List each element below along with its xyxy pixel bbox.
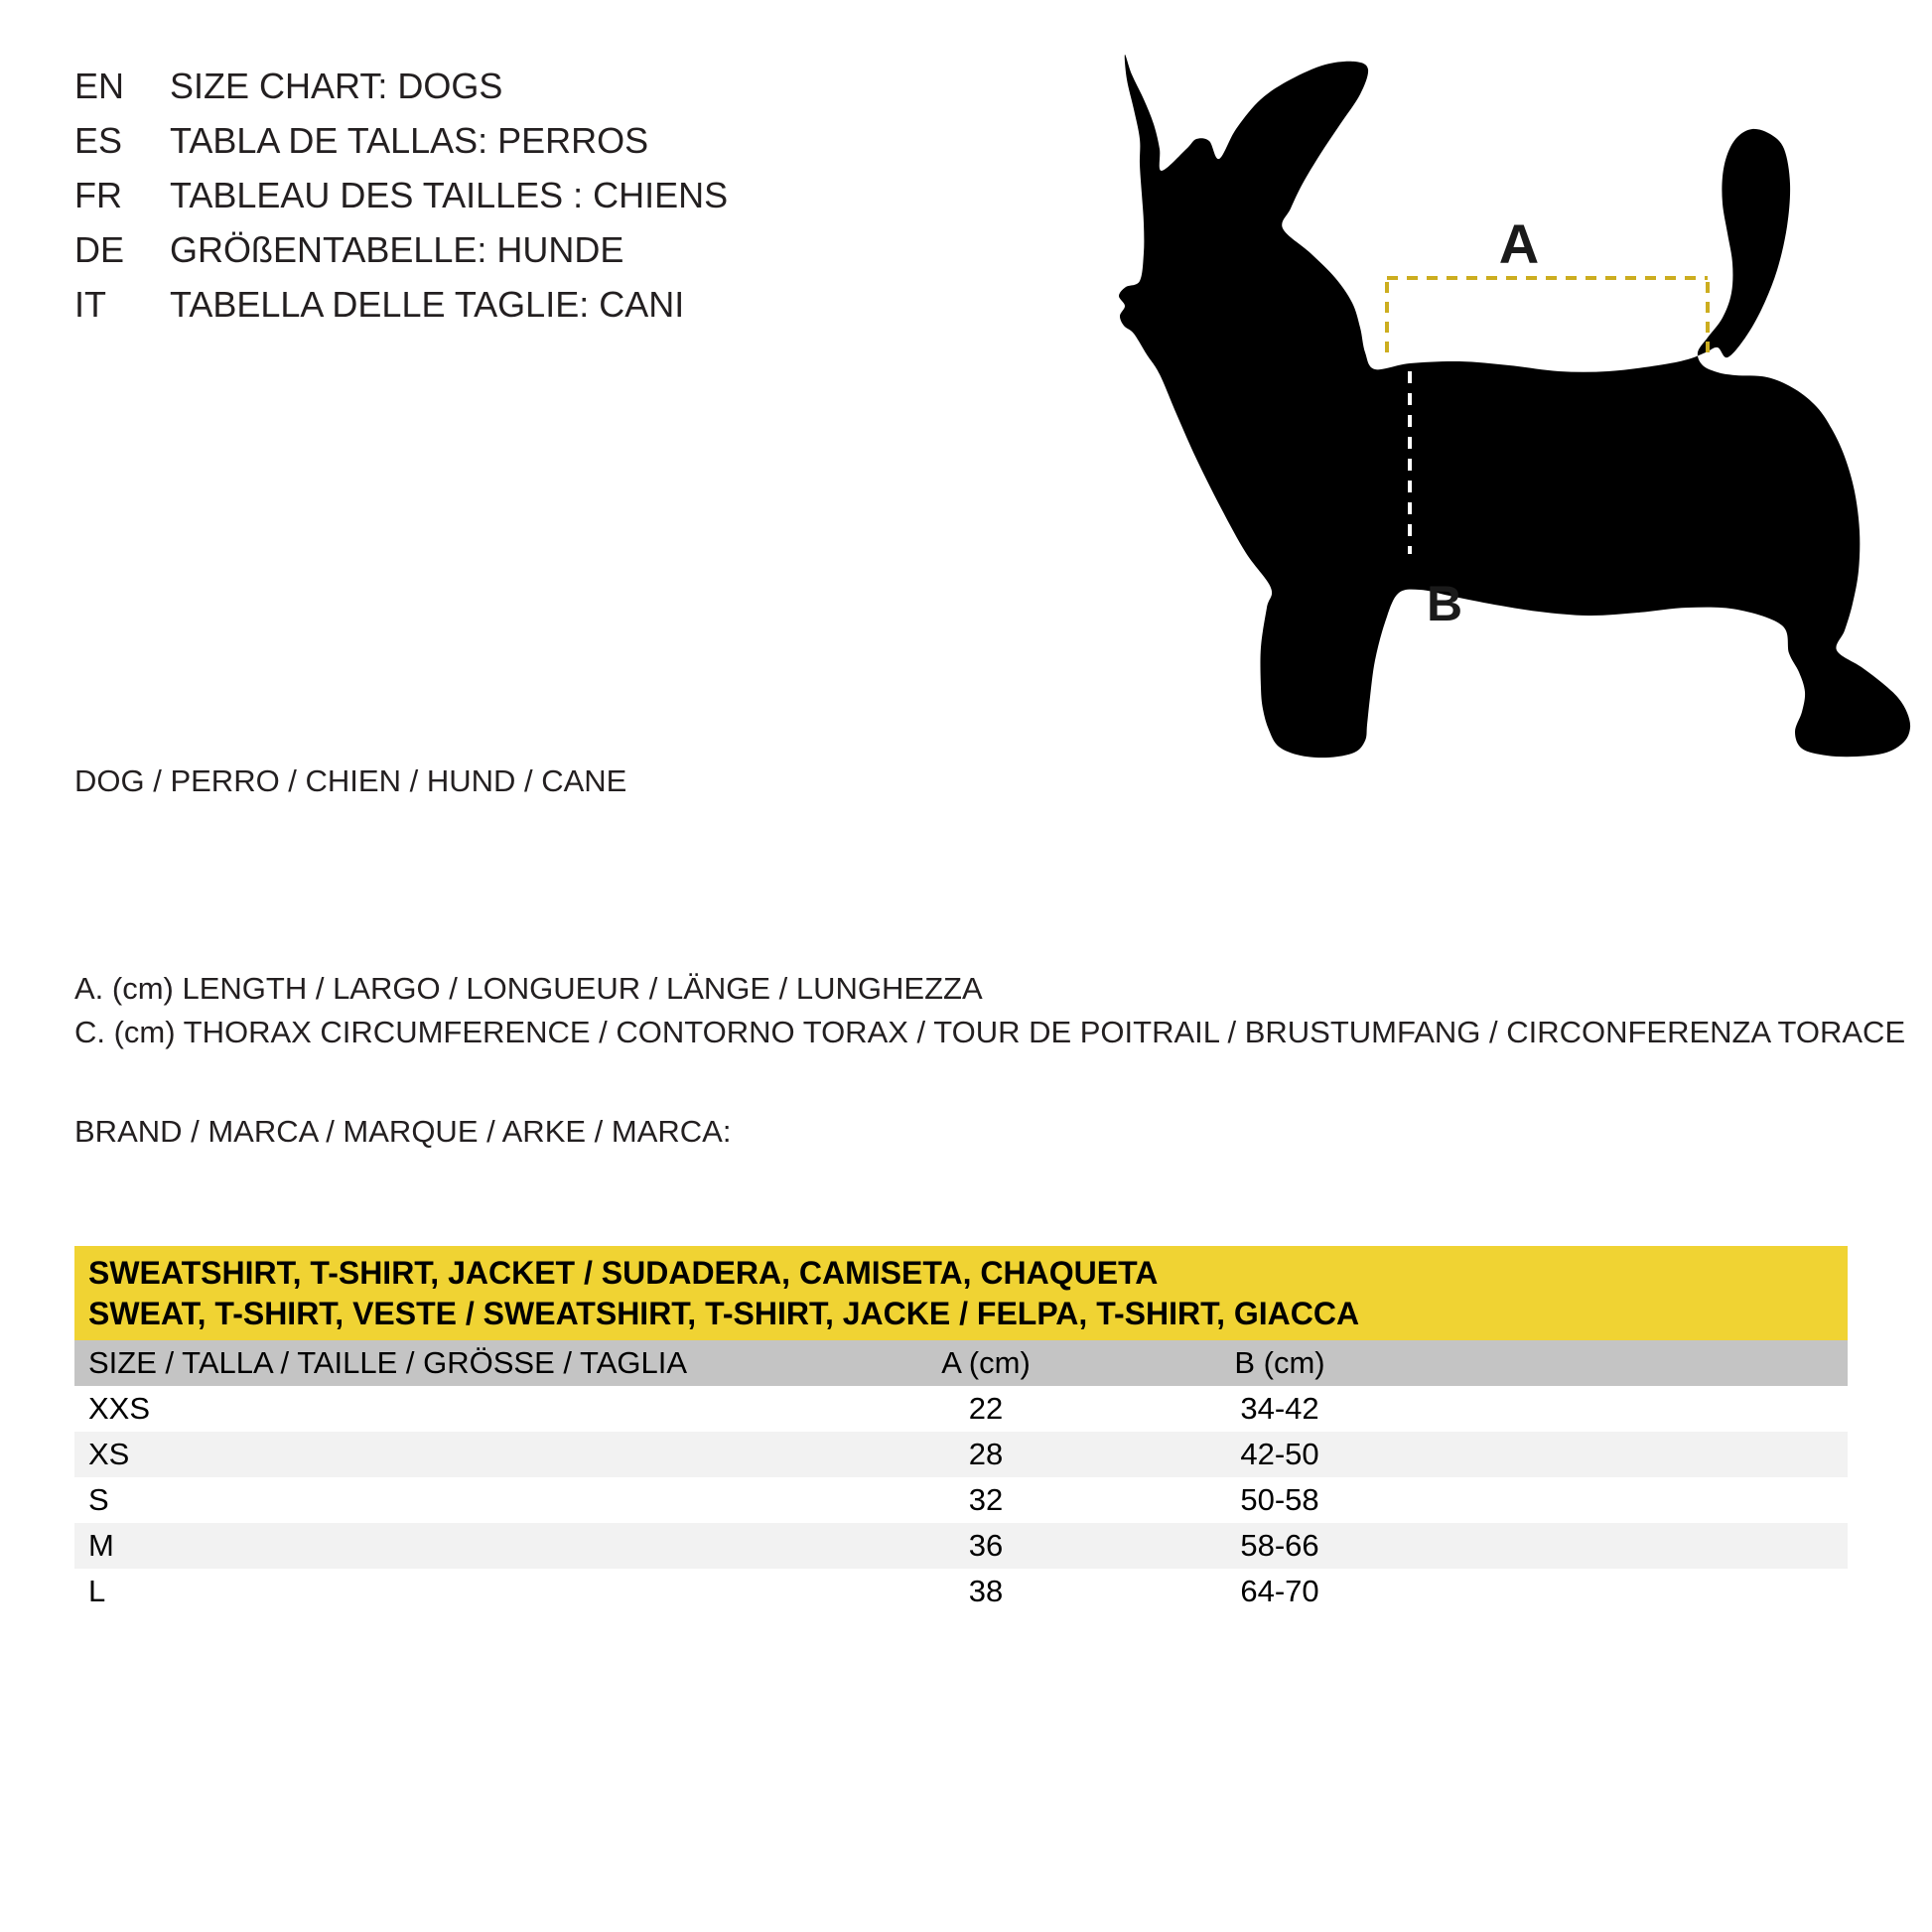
svg-text:A: A [1499,212,1539,275]
svg-text:B: B [1427,576,1462,631]
